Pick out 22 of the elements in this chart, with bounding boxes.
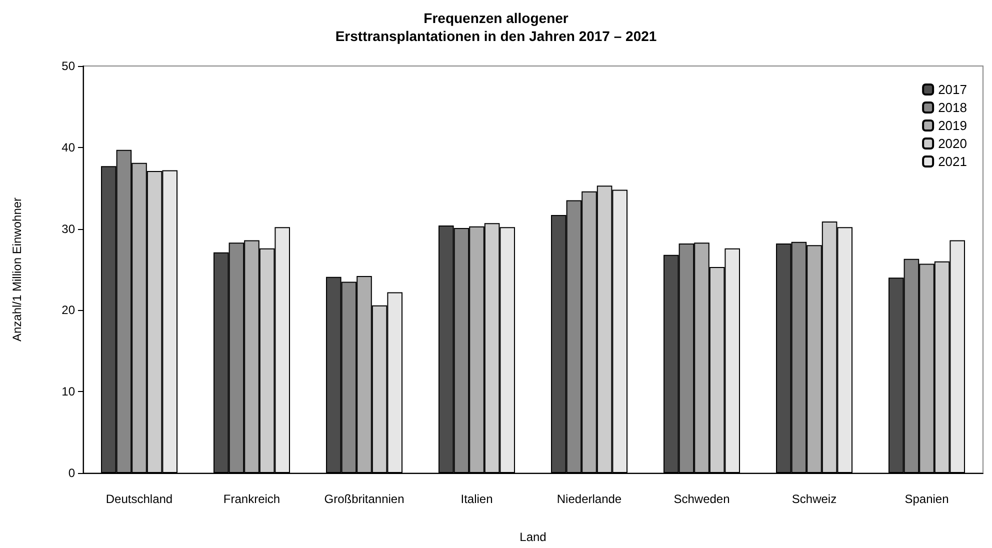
y-tick-label: 10 <box>62 384 76 399</box>
x-tick-label: Deutschland <box>106 492 173 506</box>
y-tick-label: 0 <box>68 466 76 480</box>
legend-label: 2020 <box>938 136 967 151</box>
chart-title: Frequenzen allogener Ersttransplantationen in den Jahren 2017 – 2021 <box>335 10 657 44</box>
x-tick-label: Schweiz <box>792 492 837 506</box>
y-tick-label: 40 <box>62 140 76 154</box>
x-tick-label: Spanien <box>904 492 949 506</box>
y-tick-label: 20 <box>62 303 76 318</box>
legend-label: 2019 <box>938 118 967 133</box>
legend-label: 2017 <box>938 82 967 97</box>
x-tick-label: Italien <box>460 492 493 506</box>
y-tick-label: 50 <box>62 59 76 73</box>
legend-label: 2018 <box>938 100 967 115</box>
y-tick-label: 30 <box>62 222 76 236</box>
x-tick-label: Großbritannien <box>324 492 404 506</box>
x-axis-title: Land <box>520 530 546 544</box>
x-tick-label: Niederlande <box>556 492 622 506</box>
legend-label: 2021 <box>938 154 967 169</box>
y-axis-title: Anzahl/1 Million Einwohner <box>10 197 24 342</box>
x-tick-label: Frankreich <box>223 492 280 506</box>
x-tick-label: Schweden <box>674 492 730 506</box>
